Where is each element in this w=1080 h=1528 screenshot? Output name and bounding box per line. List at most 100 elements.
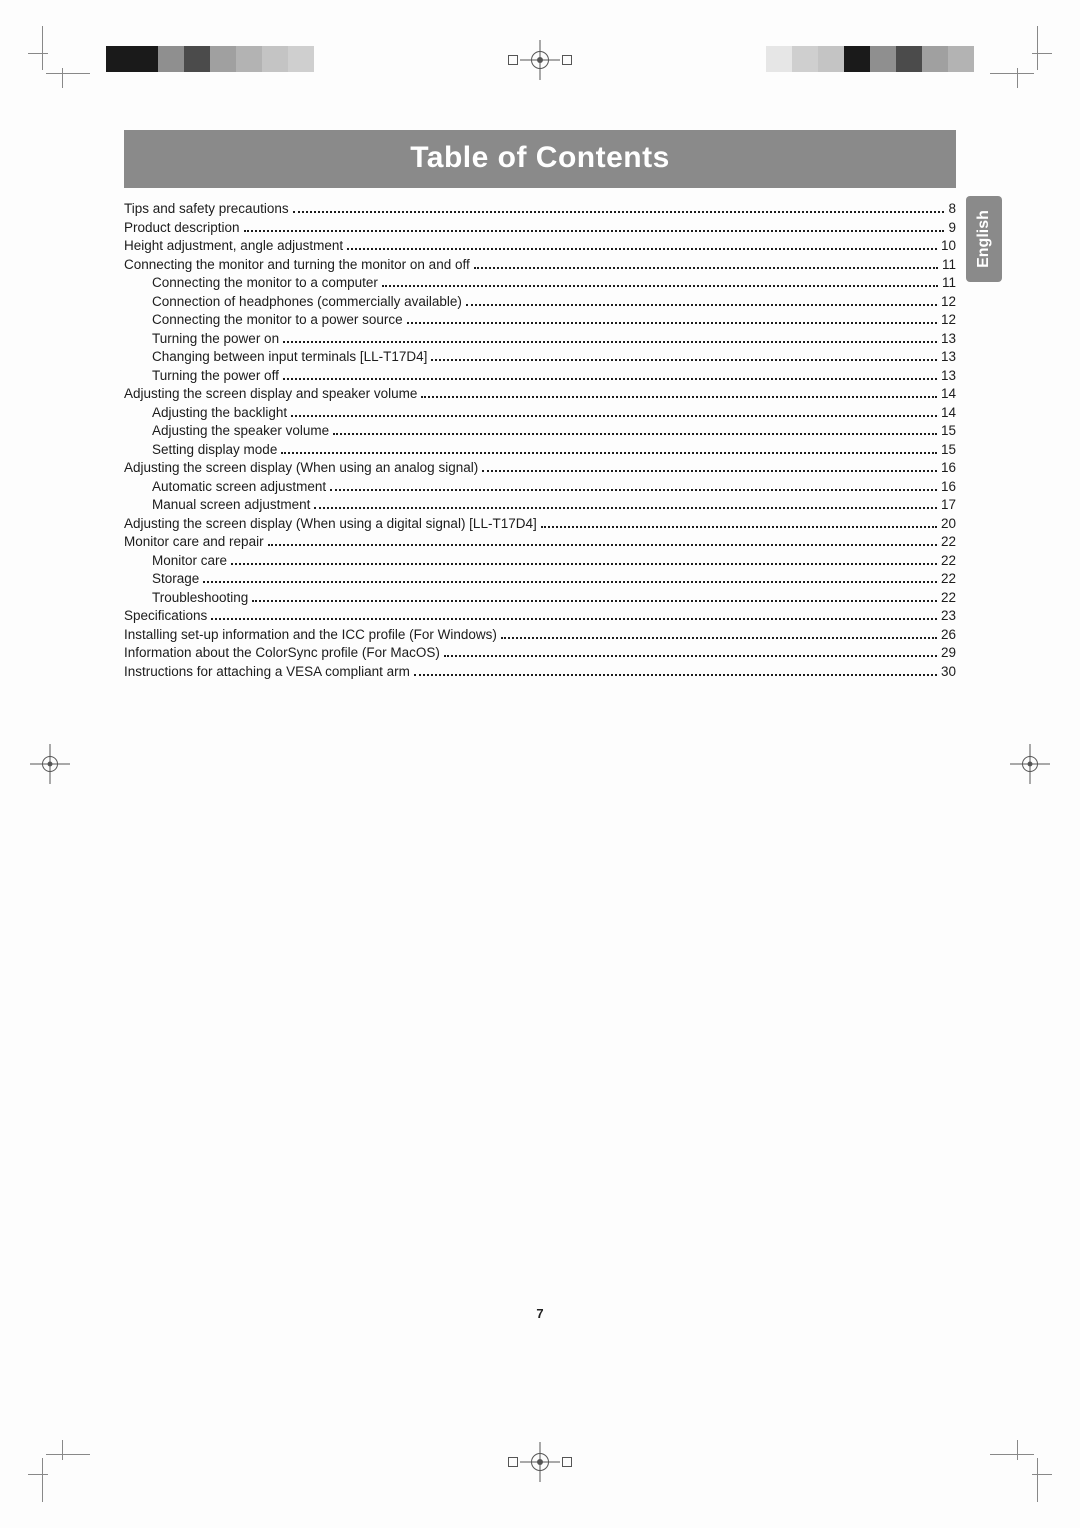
toc-entry-label: Specifications — [124, 609, 207, 623]
toc-entry-label: Changing between input terminals [LL-T17… — [152, 350, 427, 364]
toc-dot-leader — [203, 581, 937, 583]
toc-row: Information about the ColorSync profile … — [124, 646, 956, 660]
toc-entry-page: 30 — [941, 665, 956, 679]
toc-entry-page: 20 — [941, 517, 956, 531]
toc-dot-leader — [268, 544, 937, 546]
toc-row: Monitor care22 — [124, 554, 956, 568]
toc-entry-page: 16 — [941, 480, 956, 494]
toc-dot-leader — [474, 267, 938, 269]
toc-entry-page: 15 — [941, 443, 956, 457]
toc-row: Adjusting the screen display (When using… — [124, 517, 956, 531]
toc-dot-leader — [431, 359, 937, 361]
toc-entry-label: Connecting the monitor to a computer — [152, 276, 378, 290]
toc-entry-label: Adjusting the screen display (When using… — [124, 517, 537, 531]
toc-entry-page: 15 — [941, 424, 956, 438]
toc-entry-page: 14 — [941, 406, 956, 420]
toc-dot-leader — [541, 526, 937, 528]
toc-entry-label: Adjusting the backlight — [152, 406, 287, 420]
toc-row: Adjusting the screen display (When using… — [124, 461, 956, 475]
toc-row: Connecting the monitor and turning the m… — [124, 258, 956, 272]
toc-row: Adjusting the backlight 14 — [124, 406, 956, 420]
toc-entry-page: 14 — [941, 387, 956, 401]
toc-dot-leader — [382, 285, 938, 287]
toc-row: Manual screen adjustment17 — [124, 498, 956, 512]
toc-dot-leader — [252, 600, 937, 602]
toc-row: Connecting the monitor to a power source… — [124, 313, 956, 327]
toc-dot-leader — [283, 341, 937, 343]
toc-row: Turning the power on 13 — [124, 332, 956, 346]
toc-dot-leader — [293, 211, 945, 213]
toc-entry-page: 12 — [941, 313, 956, 327]
toc-entry-label: Adjusting the speaker volume — [152, 424, 329, 438]
toc-entry-label: Height adjustment, angle adjustment — [124, 239, 343, 253]
toc-dot-leader — [330, 489, 937, 491]
toc-row: Changing between input terminals [LL-T17… — [124, 350, 956, 364]
toc-row: Automatic screen adjustment 16 — [124, 480, 956, 494]
toc-entry-label: Tips and safety precautions — [124, 202, 289, 216]
toc-row: Instructions for attaching a VESA compli… — [124, 665, 956, 679]
toc-entry-page: 16 — [941, 461, 956, 475]
toc-dot-leader — [444, 655, 937, 657]
toc-entry-page: 23 — [941, 609, 956, 623]
toc-entry-page: 12 — [941, 295, 956, 309]
toc-entry-label: Instructions for attaching a VESA compli… — [124, 665, 410, 679]
registration-top — [0, 46, 1080, 98]
toc-row: Adjusting the speaker volume 15 — [124, 424, 956, 438]
toc-dot-leader — [231, 563, 937, 565]
toc-row: Turning the power off13 — [124, 369, 956, 383]
crop-mark-icon — [992, 28, 1052, 88]
toc-entry-page: 10 — [941, 239, 956, 253]
crop-mark-icon — [28, 1440, 88, 1500]
toc-entry-label: Monitor care — [152, 554, 227, 568]
toc-entry-label: Setting display mode — [152, 443, 277, 457]
toc-row: Monitor care and repair 22 — [124, 535, 956, 549]
density-swatches-right — [766, 46, 974, 72]
toc-dot-leader — [414, 674, 937, 676]
toc-row: Troubleshooting 22 — [124, 591, 956, 605]
crop-mark-icon — [28, 28, 88, 88]
toc-entry-label: Automatic screen adjustment — [152, 480, 326, 494]
density-swatches-left — [106, 46, 314, 72]
toc-entry-label: Turning the power on — [152, 332, 279, 346]
toc-entry-label: Connecting the monitor and turning the m… — [124, 258, 470, 272]
page-content: Table of Contents English Tips and safet… — [124, 130, 956, 683]
toc-dot-leader — [281, 452, 937, 454]
toc-dot-leader — [501, 637, 937, 639]
toc-entry-label: Storage — [152, 572, 199, 586]
toc-entry-page: 29 — [941, 646, 956, 660]
toc-row: Setting display mode 15 — [124, 443, 956, 457]
language-tab: English — [966, 196, 1002, 282]
toc-entry-label: Product description — [124, 221, 240, 235]
toc-entry-page: 13 — [941, 332, 956, 346]
toc-entry-page: 22 — [941, 572, 956, 586]
toc-entry-label: Installing set-up information and the IC… — [124, 628, 497, 642]
toc-entry-page: 22 — [941, 535, 956, 549]
table-of-contents: Tips and safety precautions8Product desc… — [124, 202, 956, 679]
toc-dot-leader — [314, 507, 937, 509]
toc-entry-page: 9 — [948, 221, 956, 235]
page-title: Table of Contents — [124, 130, 956, 188]
toc-dot-leader — [291, 415, 937, 417]
toc-row: Connecting the monitor to a computer 11 — [124, 276, 956, 290]
page-number: 7 — [536, 1306, 543, 1321]
toc-entry-label: Connection of headphones (commercially a… — [152, 295, 462, 309]
toc-entry-label: Information about the ColorSync profile … — [124, 646, 440, 660]
side-registration-mark-icon — [1010, 744, 1050, 784]
toc-entry-label: Troubleshooting — [152, 591, 248, 605]
side-registration-mark-icon — [30, 744, 70, 784]
toc-entry-page: 26 — [941, 628, 956, 642]
toc-dot-leader — [244, 230, 945, 232]
center-registration-mark-icon — [520, 40, 560, 80]
toc-dot-leader — [283, 378, 937, 380]
toc-row: Specifications 23 — [124, 609, 956, 623]
toc-row: Adjusting the screen display and speaker… — [124, 387, 956, 401]
toc-entry-label: Connecting the monitor to a power source — [152, 313, 403, 327]
toc-entry-page: 17 — [941, 498, 956, 512]
toc-entry-page: 11 — [942, 276, 956, 290]
toc-entry-page: 22 — [941, 591, 956, 605]
crop-mark-icon — [992, 1440, 1052, 1500]
toc-dot-leader — [347, 248, 937, 250]
toc-entry-label: Monitor care and repair — [124, 535, 264, 549]
bottom-registration-mark-icon — [520, 1442, 560, 1482]
toc-row: Product description 9 — [124, 221, 956, 235]
